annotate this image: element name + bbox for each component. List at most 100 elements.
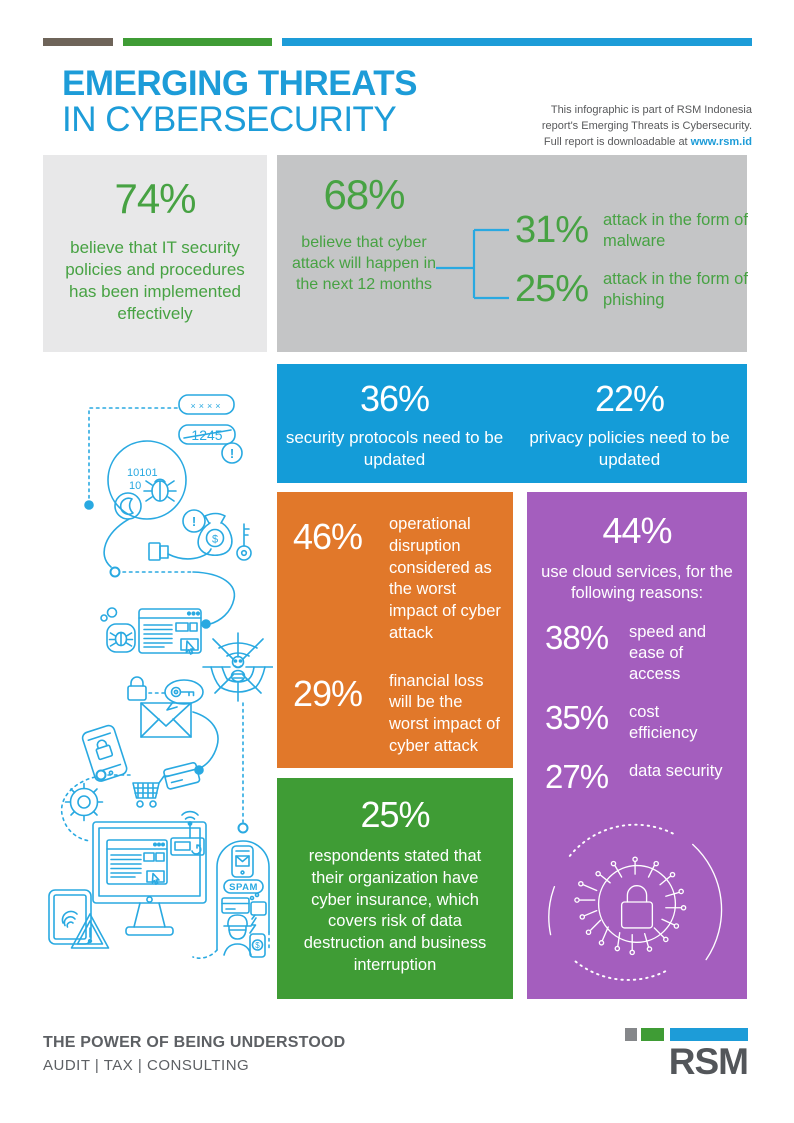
page-title: EMERGING THREATS IN CYBERSECURITY	[62, 64, 417, 140]
stat-25-value: 25%	[515, 268, 589, 310]
svg-text:$: $	[212, 534, 218, 546]
svg-text:$: $	[255, 941, 260, 950]
purple-head: 44% use cloud services, for the followin…	[527, 510, 747, 605]
reason-speed: 38% speed and ease of access	[545, 619, 747, 685]
stat-box-purple: 44% use cloud services, for the followin…	[527, 492, 747, 999]
stat-36-label: security protocols need to be updated	[285, 428, 504, 470]
stat-68-text: believe that cyber attack will happen in…	[291, 234, 437, 293]
stat-74-value: 74%	[114, 175, 196, 222]
svg-text:1245: 1245	[191, 427, 222, 443]
svg-text:SPAM: SPAM	[229, 882, 258, 893]
stat-box-orange: 46% operational disruption considered as…	[277, 492, 513, 768]
stat-box-74: 74% believe that IT security policies an…	[43, 155, 267, 352]
bug-chip-icon	[100, 607, 136, 653]
stat-38-value: 38%	[545, 618, 609, 656]
rsm-logo-bar-blue	[670, 1028, 748, 1041]
rsm-logo-bar-green	[641, 1028, 664, 1041]
breakdown-row-malware: 31% attack in the form of malware	[515, 209, 753, 252]
note-line1: This infographic is part of RSM Indonesi…	[550, 104, 752, 116]
bracket-connector	[436, 228, 509, 300]
key-bubble-icon	[164, 679, 204, 711]
svg-text:××××: ××××	[190, 401, 223, 411]
stat-box-68: 68% believe that cyber attack will happe…	[277, 155, 748, 352]
stat-27-label: data security	[629, 762, 723, 781]
svg-text:10101: 10101	[127, 467, 158, 479]
stat-35-label: cost efficiency	[629, 703, 698, 743]
svg-text:!: !	[192, 514, 196, 529]
note-line2: report's Emerging Threats is Cybersecuri…	[541, 119, 752, 132]
stat-box-blue: 36% security protocols need to be update…	[277, 364, 747, 483]
spam-hacker-arch: SPAM $	[192, 840, 270, 959]
stat-44-value: 44%	[602, 510, 672, 551]
desktop-monitor-icon	[92, 810, 207, 936]
breakdown-row-phishing: 25% attack in the form of phishing	[515, 268, 753, 311]
stat-25-label: attack in the form of phishing	[603, 269, 748, 309]
footer-tagline-block: THE POWER OF BEING UNDERSTOOD AUDIT | TA…	[43, 1034, 345, 1074]
lock-circuit-icon	[548, 823, 723, 981]
spider-web-icon	[202, 632, 273, 702]
title-line2: IN CYBERSECURITY	[62, 100, 397, 140]
stat-27-value: 27%	[545, 758, 609, 796]
spam-phone-icon	[231, 845, 254, 878]
stat-31-label: attack in the form of malware	[603, 210, 748, 250]
dollar-phone-icon: $	[249, 933, 266, 958]
stat-68-column: 68% believe that cyber attack will happe…	[289, 171, 439, 295]
stat-38-label: speed and ease of access	[629, 622, 707, 684]
stat-46-value: 46%	[293, 516, 363, 557]
blue-stat-privacy: 22% privacy policies need to be updated	[512, 364, 747, 483]
stat-29-value: 29%	[293, 672, 363, 714]
reason-security: 27% data security	[545, 758, 747, 796]
cybersecurity-illustration: ×××× 1245 ! 10101 10	[48, 394, 273, 959]
padlock-icon	[127, 676, 147, 701]
rsm-logo-text: RSM	[668, 1041, 749, 1082]
stat-68-value: 68%	[323, 171, 405, 218]
stat-74-text: believe that IT security policies and pr…	[65, 238, 245, 324]
orange-stat-disruption: 46% operational disruption considered as…	[277, 514, 513, 645]
title-line1: EMERGING THREATS	[62, 64, 417, 103]
source-note: This infographic is part of RSM Indonesi…	[492, 103, 752, 151]
attack-breakdown: 31% attack in the form of malware 25% at…	[515, 209, 753, 311]
stat-box-green: 25% respondents stated that their organi…	[277, 778, 513, 999]
stat-29-label: financial loss will be the worst impact …	[389, 671, 500, 755]
header-bar-blue	[282, 38, 752, 46]
smartphone-lock-icon	[81, 724, 128, 782]
footer-tagline: THE POWER OF BEING UNDERSTOOD	[43, 1034, 346, 1051]
warning-triangle-icon	[70, 913, 110, 949]
password-field-icon: ××××	[178, 394, 235, 415]
purple-intro: use cloud services, for the following re…	[541, 563, 733, 603]
pin-code-icon: 1245 !	[178, 424, 243, 464]
rsm-logo-bars	[625, 1028, 748, 1041]
stat-35-value: 35%	[545, 699, 609, 737]
note-line3-prefix: Full report is downloadable at	[543, 135, 691, 148]
svg-text:!: !	[230, 446, 234, 461]
shopping-cart-icon	[132, 775, 170, 808]
svg-text:10: 10	[129, 480, 141, 492]
stat-25g-value: 25%	[360, 794, 430, 835]
note-line3: Full report is downloadable at www.rsm.i…	[492, 135, 752, 151]
footer-services: AUDIT | TAX | CONSULTING	[43, 1057, 250, 1074]
cloud-reasons: 38% speed and ease of access 35% cost ef…	[545, 619, 747, 797]
stat-31-value: 31%	[515, 209, 589, 251]
stat-22-value: 22%	[594, 378, 665, 419]
stat-25g-text: respondents stated that their organizati…	[303, 847, 487, 974]
orange-stat-financial: 29% financial loss will be the worst imp…	[277, 671, 513, 758]
header-bar-gray	[43, 38, 113, 46]
fingerprint-tablet-icon	[48, 889, 92, 945]
blue-stat-protocols: 36% security protocols need to be update…	[277, 364, 512, 483]
hacker-icon	[223, 914, 252, 956]
browser-window-icon	[138, 608, 202, 655]
money-bag-icon: ! $	[148, 509, 233, 561]
malware-binary-bug-icon: 10101 10	[107, 440, 187, 520]
credit-card-icon	[163, 761, 201, 790]
reason-cost: 35% cost efficiency	[545, 699, 747, 744]
envelope-icon	[140, 702, 192, 738]
header-bar-green	[123, 38, 272, 46]
key-icon	[236, 523, 252, 561]
stat-46-label: operational disruption considered as the…	[389, 515, 501, 642]
stat-36-value: 36%	[359, 378, 430, 419]
stat-22-label: privacy policies need to be updated	[529, 428, 730, 470]
rsm-link[interactable]: www.rsm.id	[690, 135, 752, 148]
gear-icon	[64, 782, 104, 822]
rsm-logo: RSM	[625, 1028, 749, 1082]
